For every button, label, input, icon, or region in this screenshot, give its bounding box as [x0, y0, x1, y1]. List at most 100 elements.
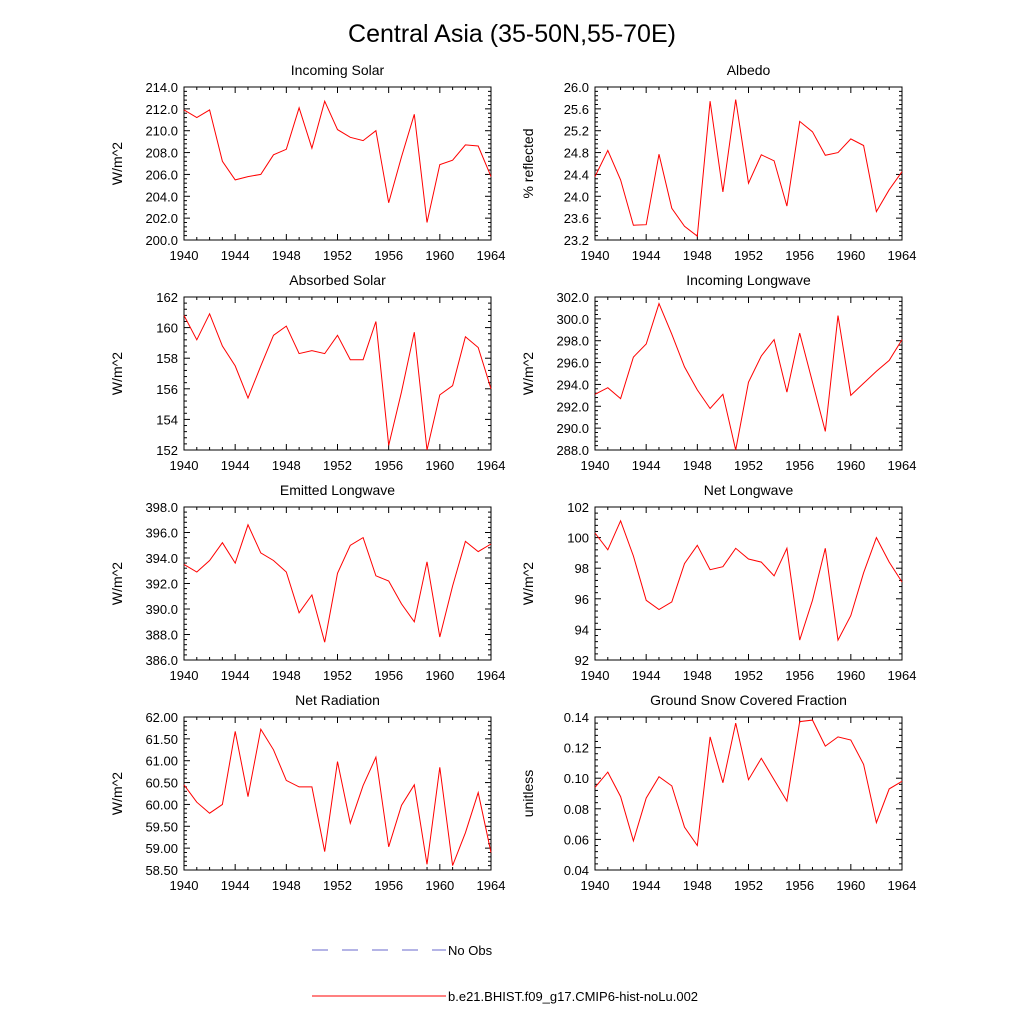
x-tick-label: 1960 [836, 878, 865, 893]
x-tick-label: 1952 [734, 458, 763, 473]
y-tick-label: 160 [156, 321, 178, 336]
x-tick-label: 1956 [785, 878, 814, 893]
chart-panel: Net Radiation 1940 1944 1948 1952 1956 1960 196… [109, 692, 505, 893]
chart-panel: Incoming Solar 1940 1944 1948 1952 1956 1960 19… [109, 62, 505, 263]
y-tick-label: 100 [567, 531, 589, 546]
panel-title: Net Longwave [704, 482, 794, 498]
y-tick-label: 0.10 [564, 771, 589, 786]
y-tick-label: 0.04 [564, 863, 589, 878]
y-tick-label: 96 [575, 592, 589, 607]
x-tick-label: 1956 [374, 878, 403, 893]
chart-panel: Net Longwave 1940 1944 1948 1952 1956 1960 1964… [520, 482, 916, 683]
x-tick-label: 1944 [221, 878, 250, 893]
y-tick-label: 61.50 [145, 732, 178, 747]
x-tick-label: 1952 [323, 668, 352, 683]
y-tick-label: 25.6 [564, 102, 589, 117]
y-axis-label: W/m^2 [520, 352, 536, 395]
x-tick-label: 1952 [323, 248, 352, 263]
y-tick-label: 302.0 [556, 290, 589, 305]
x-tick-label: 1956 [785, 668, 814, 683]
y-tick-label: 60.00 [145, 797, 178, 812]
y-axis-label: unitless [520, 770, 536, 817]
y-axis-label: % reflected [520, 128, 536, 198]
y-tick-label: 200.0 [145, 233, 178, 248]
x-tick-label: 1940 [581, 878, 610, 893]
panel-title: Ground Snow Covered Fraction [650, 692, 847, 708]
y-tick-label: 0.06 [564, 832, 589, 847]
y-axis-label: W/m^2 [109, 142, 125, 185]
x-tick-label: 1964 [477, 878, 506, 893]
y-tick-label: 62.00 [145, 710, 178, 725]
y-tick-label: 388.0 [145, 628, 178, 643]
legend: No Obs b.e21.BHIST.f09_g17.CMIP6-hist-no… [312, 943, 698, 1004]
y-tick-label: 23.2 [564, 233, 589, 248]
x-tick-label: 1944 [632, 878, 661, 893]
x-tick-label: 1952 [323, 878, 352, 893]
y-tick-label: 396.0 [145, 526, 178, 541]
x-tick-label: 1960 [425, 248, 454, 263]
y-tick-label: 300.0 [556, 312, 589, 327]
x-tick-label: 1944 [632, 458, 661, 473]
x-tick-label: 1944 [632, 668, 661, 683]
y-tick-label: 290.0 [556, 421, 589, 436]
x-tick-label: 1964 [888, 878, 917, 893]
x-tick-label: 1948 [683, 248, 712, 263]
y-tick-label: 292.0 [556, 399, 589, 414]
x-tick-label: 1944 [221, 668, 250, 683]
x-tick-label: 1964 [477, 458, 506, 473]
y-axis-label: W/m^2 [109, 772, 125, 815]
plot-frame [183, 716, 492, 871]
y-axis-label: W/m^2 [520, 562, 536, 605]
y-tick-label: 298.0 [556, 334, 589, 349]
y-tick-label: 0.08 [564, 802, 589, 817]
y-tick-label: 398.0 [145, 500, 178, 515]
plot-frame [594, 296, 903, 451]
x-tick-label: 1964 [888, 668, 917, 683]
y-tick-label: 386.0 [145, 653, 178, 668]
plot-frame [183, 506, 492, 661]
x-tick-label: 1952 [734, 248, 763, 263]
y-tick-label: 26.0 [564, 80, 589, 95]
y-tick-label: 390.0 [145, 602, 178, 617]
panel-title: Net Radiation [295, 692, 380, 708]
x-tick-label: 1948 [683, 878, 712, 893]
x-tick-label: 1948 [272, 458, 301, 473]
chart-panel: Ground Snow Covered Fraction 1940 1944 1948… [520, 692, 916, 893]
y-tick-label: 0.14 [564, 710, 589, 725]
x-tick-label: 1944 [221, 458, 250, 473]
panel-title: Incoming Solar [291, 62, 385, 78]
y-tick-label: 158 [156, 351, 178, 366]
series-line [594, 99, 903, 238]
chart-panel: Albedo 1940 1944 1948 1952 1956 1960 1964 23.2 23… [520, 62, 916, 263]
y-tick-label: 59.00 [145, 841, 178, 856]
panel-title: Incoming Longwave [686, 272, 811, 288]
y-tick-label: 59.50 [145, 819, 178, 834]
y-tick-label: 392.0 [145, 577, 178, 592]
y-tick-label: 24.0 [564, 189, 589, 204]
panel-title: Albedo [727, 62, 771, 78]
x-tick-label: 1960 [425, 458, 454, 473]
y-tick-label: 156 [156, 382, 178, 397]
series-line [183, 99, 492, 223]
y-tick-label: 94 [575, 622, 589, 637]
legend-label-no-obs: No Obs [448, 943, 493, 958]
y-tick-label: 102 [567, 500, 589, 515]
plot-frame [594, 86, 903, 241]
panel-title: Absorbed Solar [289, 272, 386, 288]
chart-panels: Incoming Solar 1940 1944 1948 1952 1956 1960 19… [109, 62, 916, 893]
x-tick-label: 1964 [477, 668, 506, 683]
x-tick-label: 1964 [888, 248, 917, 263]
panel-title: Emitted Longwave [280, 482, 395, 498]
x-tick-label: 1944 [221, 248, 250, 263]
chart-panel: Absorbed Solar 1940 1944 1948 1952 1956 1960 19… [109, 272, 505, 473]
y-tick-label: 24.8 [564, 146, 589, 161]
x-tick-label: 1952 [734, 668, 763, 683]
x-tick-label: 1960 [425, 878, 454, 893]
y-tick-label: 210.0 [145, 124, 178, 139]
y-tick-label: 98 [575, 561, 589, 576]
x-tick-label: 1952 [734, 878, 763, 893]
x-tick-label: 1964 [477, 248, 506, 263]
x-tick-label: 1940 [170, 458, 199, 473]
y-tick-label: 202.0 [145, 211, 178, 226]
